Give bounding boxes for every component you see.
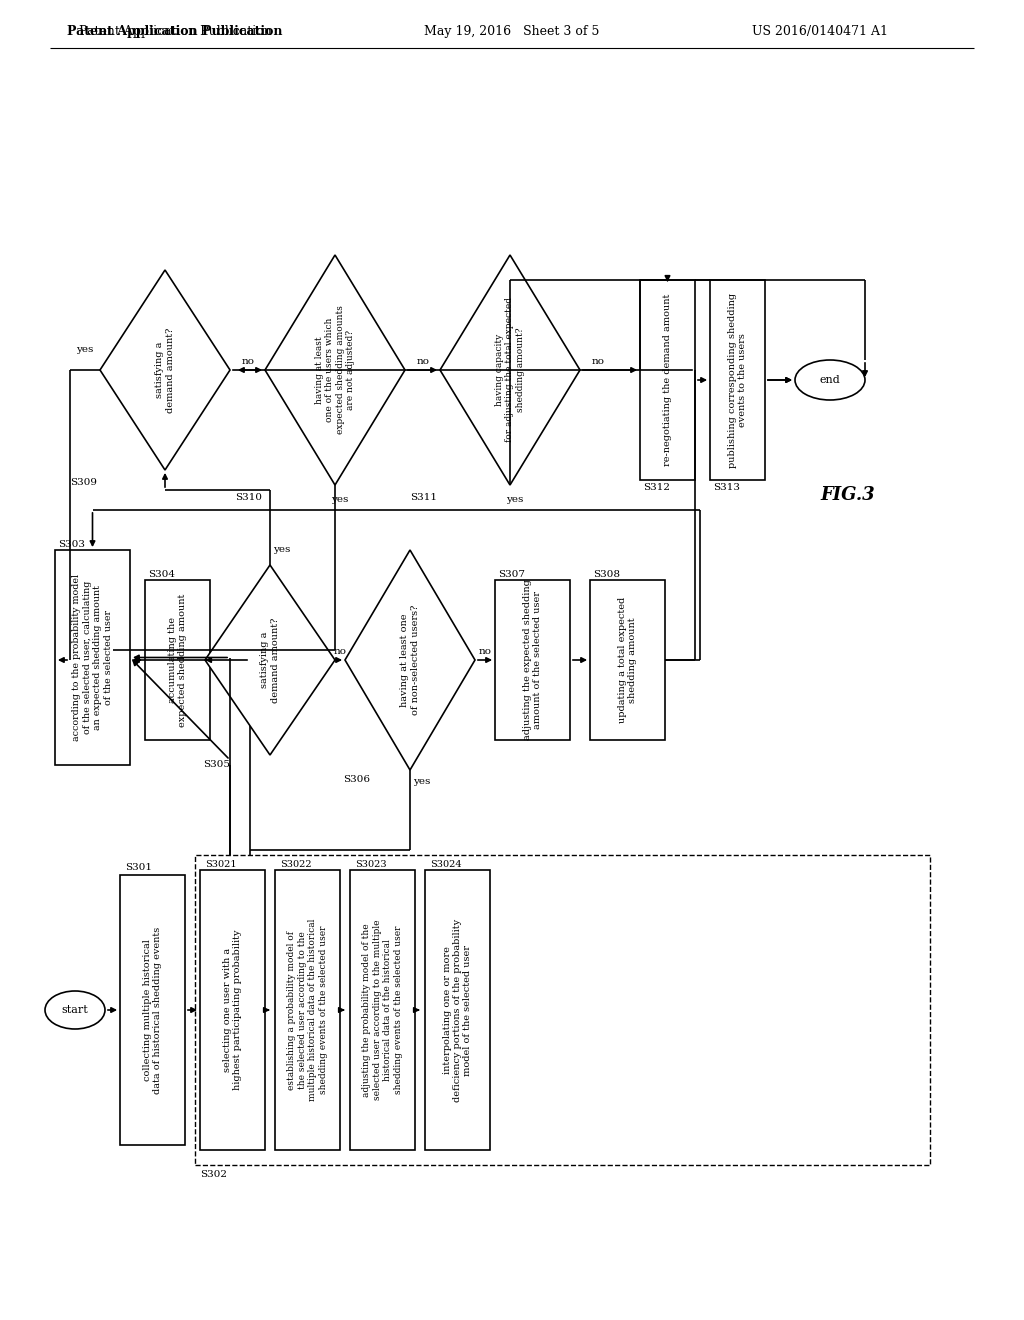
Text: May 19, 2016   Sheet 3 of 5: May 19, 2016 Sheet 3 of 5: [424, 25, 600, 38]
Text: S305: S305: [203, 760, 230, 770]
Text: yes: yes: [273, 545, 291, 554]
Bar: [120, 875, 185, 1144]
Text: adjusting the expected shedding
amount of the selected user: adjusting the expected shedding amount o…: [523, 579, 542, 741]
Text: S312: S312: [643, 483, 670, 492]
Ellipse shape: [45, 991, 105, 1030]
Bar: [200, 870, 265, 1150]
Text: having at least
one of the users which
expected shedding amounts
are not adjuste: having at least one of the users which e…: [315, 305, 355, 434]
Text: S306: S306: [343, 775, 370, 784]
Text: publishing corresponding shedding
events to the users: publishing corresponding shedding events…: [728, 293, 748, 467]
Text: having at least one
of non-selected users?: having at least one of non-selected user…: [400, 605, 420, 715]
Bar: [590, 579, 665, 741]
Text: according to the probability model
of the selected user, calculating
an expected: according to the probability model of th…: [73, 574, 113, 741]
Text: satisfying a
demand amount?: satisfying a demand amount?: [156, 327, 175, 413]
Bar: [145, 579, 210, 741]
Text: Patent Application Publication: Patent Application Publication: [68, 25, 283, 38]
Text: no: no: [592, 358, 604, 367]
Bar: [195, 855, 930, 1166]
Bar: [425, 870, 490, 1150]
Text: yes: yes: [414, 777, 431, 787]
Text: adjusting the probability model of the
selected user according to the multiple
h: adjusting the probability model of the s…: [362, 920, 402, 1101]
Text: updating a total expected
shedding amount: updating a total expected shedding amoun…: [617, 597, 637, 723]
Text: no: no: [242, 358, 255, 367]
Text: accumulating the
expected shedding amount: accumulating the expected shedding amoun…: [168, 593, 187, 727]
Polygon shape: [100, 271, 230, 470]
Text: US 2016/0140471 A1: US 2016/0140471 A1: [752, 25, 888, 38]
Polygon shape: [265, 255, 406, 484]
Text: S3022: S3022: [280, 861, 311, 869]
Text: S301: S301: [125, 863, 152, 873]
Text: start: start: [61, 1005, 88, 1015]
Text: end: end: [819, 375, 841, 385]
Text: establishing a probability model of
the selected user according to the
multiple : establishing a probability model of the …: [288, 919, 328, 1101]
Polygon shape: [345, 550, 475, 770]
Bar: [350, 870, 415, 1150]
Text: interpolating one or more
deficiency portions of the probability
model of the se: interpolating one or more deficiency por…: [442, 919, 472, 1102]
Text: S3021: S3021: [205, 861, 237, 869]
Text: yes: yes: [332, 495, 349, 504]
Text: yes: yes: [77, 346, 93, 355]
Text: selecting one user with a
highest participating probability: selecting one user with a highest partic…: [223, 929, 243, 1090]
Text: no: no: [334, 648, 346, 656]
Text: S311: S311: [410, 492, 437, 502]
Text: S310: S310: [234, 492, 262, 502]
Polygon shape: [440, 255, 580, 484]
Text: FIG.3: FIG.3: [820, 486, 874, 504]
Text: no: no: [478, 648, 492, 656]
Text: having capacity
for adjusting the total expected
shedding amount?: having capacity for adjusting the total …: [495, 297, 525, 442]
Bar: [55, 550, 130, 766]
Text: Patent Application Publication: Patent Application Publication: [79, 25, 271, 38]
Text: S307: S307: [498, 570, 525, 579]
Text: S308: S308: [593, 570, 620, 579]
Text: S3023: S3023: [355, 861, 387, 869]
Text: S3024: S3024: [430, 861, 462, 869]
Text: S309: S309: [70, 478, 97, 487]
Polygon shape: [205, 565, 335, 755]
Ellipse shape: [795, 360, 865, 400]
Text: yes: yes: [506, 495, 523, 504]
Bar: [710, 280, 765, 480]
Text: no: no: [417, 358, 429, 367]
Bar: [495, 579, 570, 741]
Text: collecting multiple historical
data of historical shedding events: collecting multiple historical data of h…: [142, 927, 162, 1094]
Text: S302: S302: [200, 1170, 227, 1179]
Text: satisfying a
demand amount?: satisfying a demand amount?: [260, 618, 280, 702]
Bar: [275, 870, 340, 1150]
Text: S303: S303: [58, 540, 85, 549]
Bar: [640, 280, 695, 480]
Text: S304: S304: [148, 570, 175, 579]
Text: S313: S313: [713, 483, 740, 492]
Text: re-negotiating the demand amount: re-negotiating the demand amount: [663, 294, 672, 466]
